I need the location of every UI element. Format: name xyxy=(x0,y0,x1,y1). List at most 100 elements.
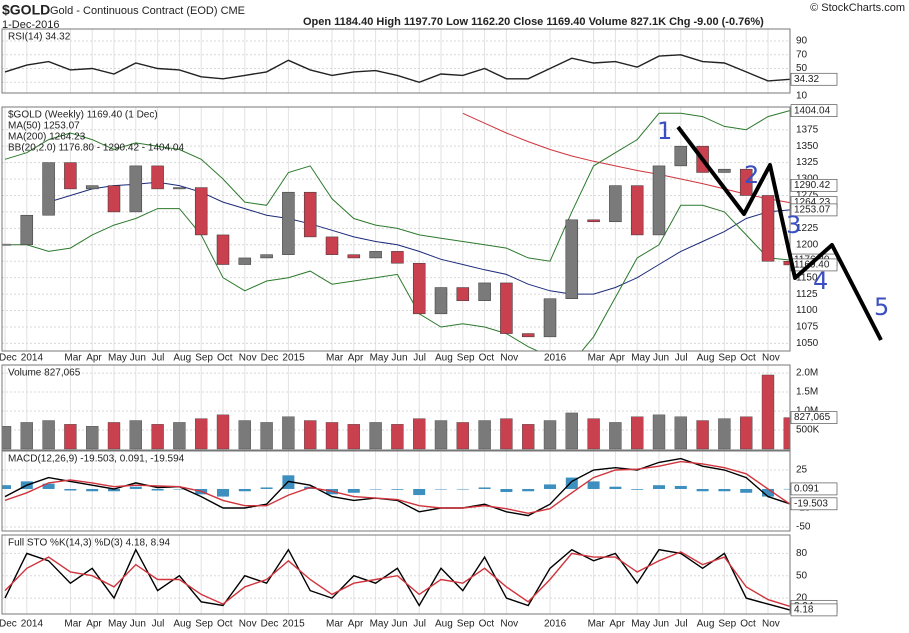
volume-bar xyxy=(369,422,382,450)
legend-entry: MA(50) 1253.07 xyxy=(8,121,80,132)
panel-frame xyxy=(1,106,791,352)
wave-label: 4 xyxy=(813,267,828,295)
series-line xyxy=(462,112,790,204)
panel-title: Volume 827,065 xyxy=(8,368,81,379)
value-tag-label: -19.503 xyxy=(794,498,828,509)
volume-bar xyxy=(456,422,469,450)
volume-bar xyxy=(609,422,622,450)
x-tick-label: May xyxy=(631,353,650,364)
y-tick-label: 1275 xyxy=(796,190,819,201)
y-tick-label: 500K xyxy=(796,425,820,436)
x-tick-label: Jun xyxy=(391,353,407,364)
x-tick-label: Nov xyxy=(239,619,257,630)
candle xyxy=(391,251,404,264)
wave-label: 3 xyxy=(786,211,801,239)
histogram-bar xyxy=(522,488,535,492)
histogram-bar xyxy=(217,488,229,497)
histogram-bar xyxy=(173,488,186,490)
x-tick-label: Apr xyxy=(609,353,625,364)
x-tick-label: Sep xyxy=(195,619,213,630)
histogram-bar xyxy=(108,488,120,492)
x-tick-label: May xyxy=(108,619,127,630)
volume-bar xyxy=(674,416,687,450)
value-tag-label: 827,065 xyxy=(794,412,831,423)
quote: Open 1184.40 High 1197.70 Low 1162.20 Cl… xyxy=(303,16,764,28)
candle xyxy=(587,219,600,223)
x-tick-label: Apr xyxy=(348,353,364,364)
y-tick-label: 50 xyxy=(796,570,808,581)
volume-bar xyxy=(107,422,121,450)
x-tick-label: Aug xyxy=(697,619,715,630)
y-tick-label: 1150 xyxy=(796,272,818,283)
histogram-bar xyxy=(347,488,360,493)
legend-entry: BB(20,2.0) 1176.80 - 1290.42 - 1404.04 xyxy=(8,143,184,154)
y-tick-label: 20 xyxy=(796,593,808,604)
y-tick-label: 1350 xyxy=(796,141,819,152)
x-tick-label: Jul xyxy=(675,353,688,364)
x-tick-label: Dec xyxy=(261,353,279,364)
x-tick-label: Mar xyxy=(588,619,606,630)
volume-bar xyxy=(216,414,230,450)
volume-bar xyxy=(86,426,99,450)
value-tag xyxy=(790,72,838,86)
x-tick-label: 2016 xyxy=(544,353,567,364)
value-tag-label: 1404.04 xyxy=(794,105,831,116)
x-tick-label: Jul xyxy=(675,619,688,630)
band-line xyxy=(5,204,790,351)
histogram-bar xyxy=(696,488,709,492)
y-tick-label: 50 xyxy=(796,63,808,74)
series-line xyxy=(4,460,790,515)
candle xyxy=(85,185,99,190)
volume-bar xyxy=(2,426,12,450)
candle xyxy=(761,195,775,262)
candle xyxy=(129,165,143,213)
candle xyxy=(652,165,666,236)
x-tick-label: May xyxy=(108,353,127,364)
value-tag xyxy=(790,497,838,511)
x-tick-label: Aug xyxy=(173,619,191,630)
x-tick-label: Oct xyxy=(740,619,756,630)
candle xyxy=(20,214,34,246)
x-tick-label: Jun xyxy=(130,619,146,630)
candle xyxy=(434,287,448,315)
histogram-bar xyxy=(260,487,273,489)
panel-frame xyxy=(1,450,791,532)
x-tick-label: Nov xyxy=(500,353,518,364)
value-tag xyxy=(790,178,838,192)
value-tag-label: 1264.23 xyxy=(794,197,831,208)
series-line xyxy=(4,457,790,517)
wave-label: 1 xyxy=(657,117,672,145)
histogram-bar xyxy=(609,486,622,489)
x-tick-label: Jul xyxy=(413,619,426,630)
panel-title: RSI(14) 34.32 xyxy=(8,32,71,43)
volume-bar xyxy=(173,422,186,450)
x-tick-label: Sep xyxy=(718,619,736,630)
histogram-bar xyxy=(740,488,753,493)
histogram-bar xyxy=(64,488,77,491)
x-tick-label: Oct xyxy=(740,353,756,364)
x-tick-label: Aug xyxy=(435,353,453,364)
x-tick-label: Jul xyxy=(152,353,165,364)
x-tick-label: Nov xyxy=(762,619,780,630)
volume-bar xyxy=(565,412,578,450)
histogram-bar xyxy=(456,488,469,490)
x-tick-label: Sep xyxy=(718,353,736,364)
x-tick-label: Dec xyxy=(261,619,279,630)
y-tick-label: 1325 xyxy=(796,157,819,168)
x-tick-label: Dec xyxy=(0,353,17,364)
series-line xyxy=(4,551,790,607)
x-tick-label: Jul xyxy=(413,353,426,364)
candle xyxy=(674,145,688,167)
y-tick-label: 1100 xyxy=(796,305,818,316)
histogram-bar xyxy=(783,488,790,490)
y-tick-label: 1200 xyxy=(796,239,819,250)
x-tick-label: Apr xyxy=(86,353,102,364)
y-tick-label: 90 xyxy=(796,36,808,47)
date: 1-Dec-2016 xyxy=(2,19,59,31)
volume-bar xyxy=(434,420,448,450)
value-tag xyxy=(790,104,838,117)
x-tick-label: Jun xyxy=(653,619,669,630)
value-tag-label: 0.091 xyxy=(794,484,819,495)
volume-bar xyxy=(325,422,339,450)
